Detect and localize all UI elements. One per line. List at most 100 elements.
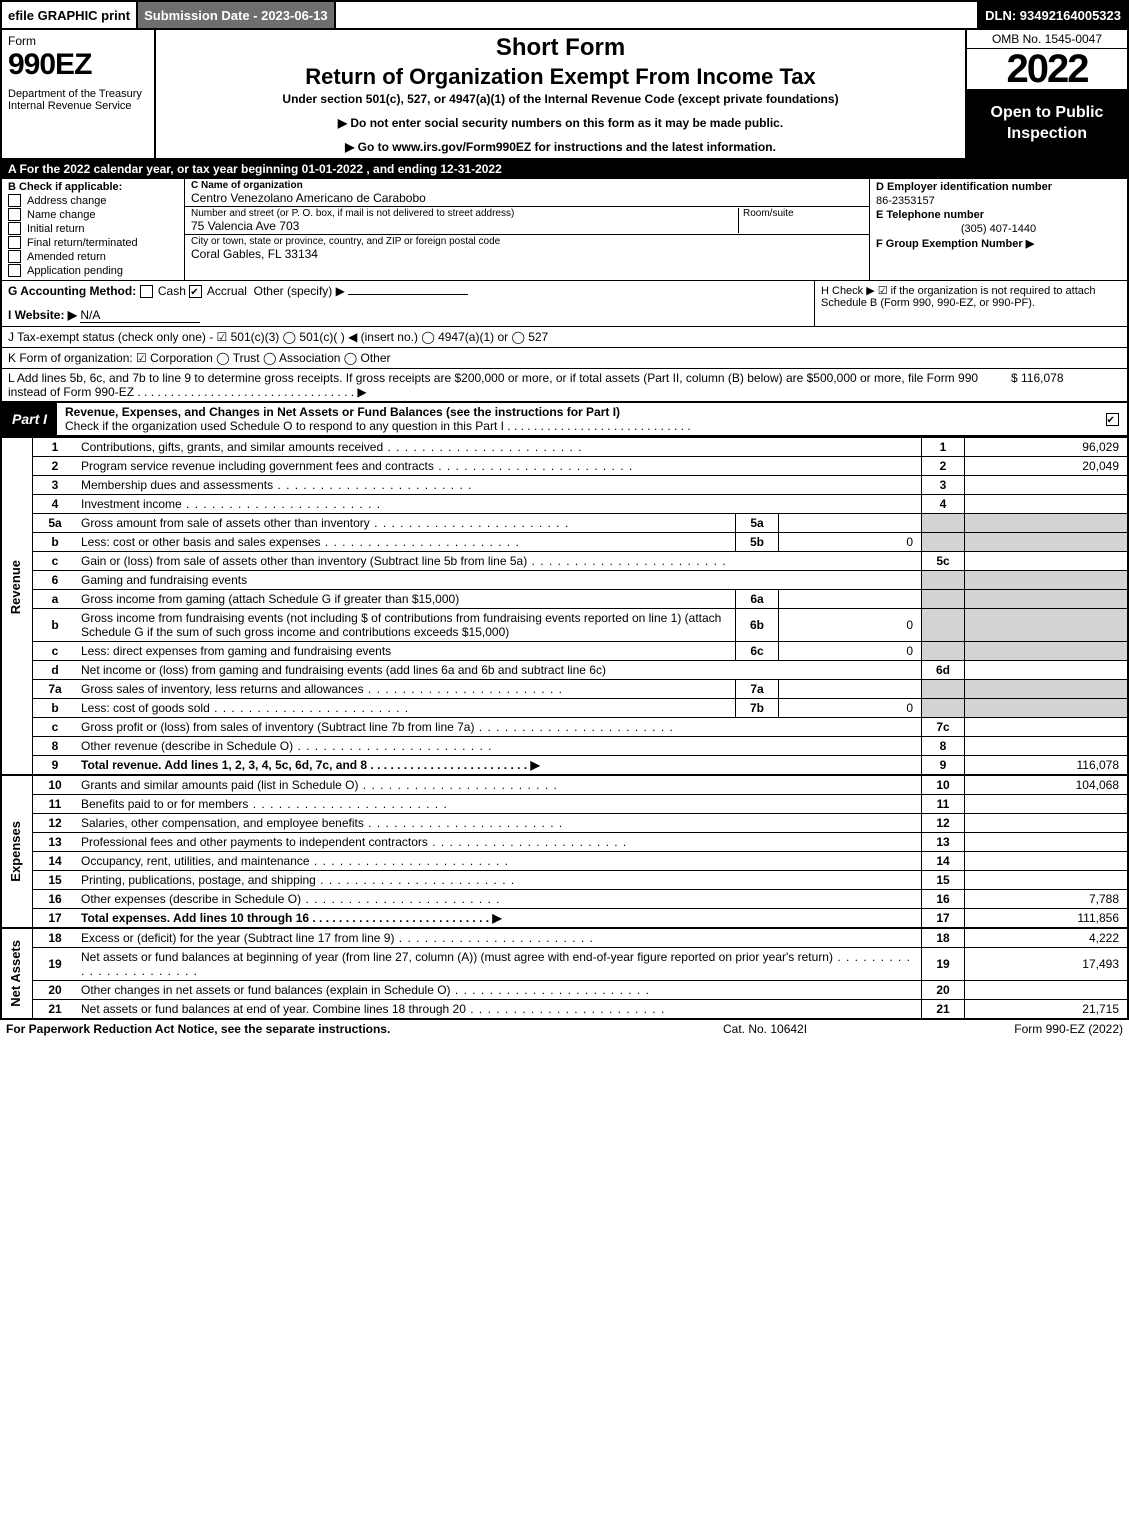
ln19-amt: 17,493 [965, 948, 1129, 981]
warn-ssn: ▶ Do not enter social security numbers o… [164, 116, 957, 130]
part1-header: Part I Revenue, Expenses, and Changes in… [0, 401, 1129, 437]
sidelabel-expenses: Expenses [6, 817, 25, 886]
footer-left: For Paperwork Reduction Act Notice, see … [6, 1022, 723, 1036]
under-section: Under section 501(c), 527, or 4947(a)(1)… [164, 92, 957, 106]
ln7a-shade1 [922, 680, 965, 699]
ln6a-no: a [33, 590, 78, 609]
c-city-label: City or town, state or province, country… [191, 236, 863, 247]
ln6c-subval: 0 [779, 642, 922, 661]
chk-initial-return[interactable] [8, 222, 21, 235]
ln17-amt: 111,856 [965, 909, 1129, 929]
ln6b-no: b [33, 609, 78, 642]
financials-table: Revenue 1 Contributions, gifts, grants, … [0, 437, 1129, 1020]
chk-name-change[interactable] [8, 208, 21, 221]
ln2-desc: Program service revenue including govern… [77, 457, 922, 476]
chk-amended-return[interactable] [8, 250, 21, 263]
ln18-rn: 18 [922, 928, 965, 948]
ln5b-shade2 [965, 533, 1129, 552]
part1-subtitle: Check if the organization used Schedule … [65, 419, 1091, 433]
ln5a-no: 5a [33, 514, 78, 533]
part1-title: Revenue, Expenses, and Changes in Net As… [65, 405, 1091, 419]
lbl-initial-return: Initial return [27, 223, 84, 235]
ln6a-sub: 6a [736, 590, 779, 609]
ln9-no: 9 [33, 756, 78, 776]
short-form-title: Short Form [164, 34, 957, 62]
section-ghijk: G Accounting Method: Cash Accrual Other … [0, 280, 1129, 368]
ln6c-no: c [33, 642, 78, 661]
website-value: N/A [80, 308, 200, 323]
ln16-rn: 16 [922, 890, 965, 909]
header-right: OMB No. 1545-0047 2022 Open to Public In… [967, 30, 1127, 158]
b-label: B Check if applicable: [8, 181, 178, 193]
row-j: J Tax-exempt status (check only one) - ☑… [2, 327, 1127, 348]
ln17-rn: 17 [922, 909, 965, 929]
ln7c-rn: 7c [922, 718, 965, 737]
ln9-amt: 116,078 [965, 756, 1129, 776]
ln10-amt: 104,068 [965, 775, 1129, 795]
h-box: H Check ▶ ☑ if the organization is not r… [814, 281, 1127, 326]
row-l: L Add lines 5b, 6c, and 7b to line 9 to … [0, 368, 1129, 401]
ln6a-desc: Gross income from gaming (attach Schedul… [77, 590, 736, 609]
header-middle: Short Form Return of Organization Exempt… [156, 30, 967, 158]
chk-accrual[interactable] [189, 285, 202, 298]
dept-label: Department of the Treasury Internal Reve… [8, 88, 148, 112]
ln20-no: 20 [33, 981, 78, 1000]
chk-final-return[interactable] [8, 236, 21, 249]
ln6b-desc: Gross income from fundraising events (no… [77, 609, 736, 642]
ln6-no: 6 [33, 571, 78, 590]
ln5b-sub: 5b [736, 533, 779, 552]
ln2-no: 2 [33, 457, 78, 476]
ln11-desc: Benefits paid to or for members [77, 795, 922, 814]
topbar-spacer [336, 2, 980, 28]
ln13-no: 13 [33, 833, 78, 852]
ein-value: 86-2353157 [876, 195, 1121, 207]
l-amount: $ 116,078 [1011, 371, 1121, 399]
ln6a-shade1 [922, 590, 965, 609]
other-specify-input[interactable] [348, 294, 468, 295]
lbl-cash: Cash [158, 284, 186, 298]
chk-address-change[interactable] [8, 194, 21, 207]
ln5c-desc: Gain or (loss) from sale of assets other… [77, 552, 922, 571]
ln5b-no: b [33, 533, 78, 552]
ln21-no: 21 [33, 1000, 78, 1020]
ln18-no: 18 [33, 928, 78, 948]
ln15-desc: Printing, publications, postage, and shi… [77, 871, 922, 890]
ln5c-no: c [33, 552, 78, 571]
ln7b-no: b [33, 699, 78, 718]
ln13-rn: 13 [922, 833, 965, 852]
c-addr-label: Number and street (or P. O. box, if mail… [191, 208, 738, 219]
ln10-rn: 10 [922, 775, 965, 795]
sidelabel-rev-ext [1, 737, 33, 756]
submission-date: Submission Date - 2023-06-13 [138, 2, 336, 28]
ln8-no: 8 [33, 737, 78, 756]
ln5a-desc: Gross amount from sale of assets other t… [77, 514, 736, 533]
d-ein-label: D Employer identification number [876, 181, 1121, 193]
part1-check[interactable] [1106, 413, 1119, 426]
chk-cash[interactable] [140, 285, 153, 298]
ln7a-sub: 7a [736, 680, 779, 699]
ln21-rn: 21 [922, 1000, 965, 1020]
ln11-no: 11 [33, 795, 78, 814]
col-b: B Check if applicable: Address change Na… [2, 179, 185, 280]
ln4-desc: Investment income [77, 495, 922, 514]
org-name: Centro Venezolano Americano de Carabobo [191, 191, 426, 205]
efile-print-label[interactable]: efile GRAPHIC print [2, 2, 138, 28]
col-de: D Employer identification number 86-2353… [870, 179, 1127, 280]
ln14-amt [965, 852, 1129, 871]
goto-link[interactable]: ▶ Go to www.irs.gov/Form990EZ for instru… [164, 140, 957, 154]
ln12-amt [965, 814, 1129, 833]
org-address: 75 Valencia Ave 703 [191, 219, 299, 233]
ln7b-sub: 7b [736, 699, 779, 718]
ln6c-shade1 [922, 642, 965, 661]
ln15-no: 15 [33, 871, 78, 890]
org-city: Coral Gables, FL 33134 [191, 247, 318, 261]
page-footer: For Paperwork Reduction Act Notice, see … [0, 1020, 1129, 1038]
ln10-no: 10 [33, 775, 78, 795]
chk-application-pending[interactable] [8, 264, 21, 277]
ln18-desc: Excess or (deficit) for the year (Subtra… [77, 928, 922, 948]
ln4-amt [965, 495, 1129, 514]
form-label: Form [8, 34, 148, 48]
ln7b-subval: 0 [779, 699, 922, 718]
ln5b-desc: Less: cost or other basis and sales expe… [77, 533, 736, 552]
ln15-amt [965, 871, 1129, 890]
